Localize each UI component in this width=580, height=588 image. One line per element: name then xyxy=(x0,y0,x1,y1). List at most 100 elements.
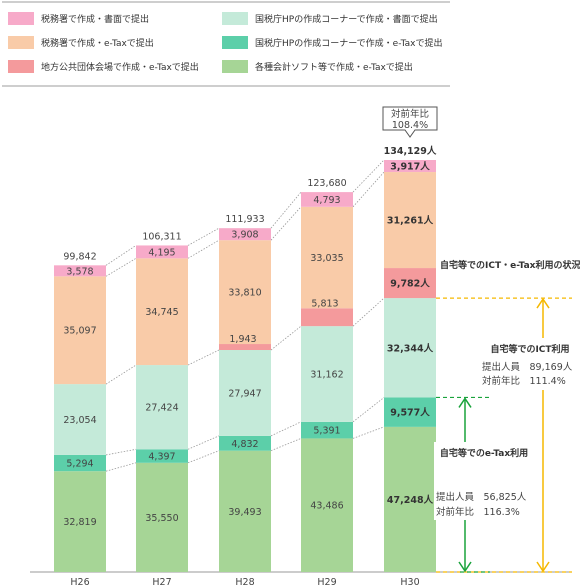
bar-segment xyxy=(301,192,353,207)
bar-segment xyxy=(384,397,436,427)
connector-line xyxy=(270,421,302,437)
bar-segment xyxy=(54,471,106,572)
bar-segment xyxy=(301,308,353,327)
connector-line xyxy=(352,171,385,208)
value-label: 33,810 xyxy=(228,288,261,299)
connector-line xyxy=(187,435,220,450)
total-label: 123,680 xyxy=(307,178,346,189)
value-label: 31,261人 xyxy=(387,215,434,227)
bar-segment xyxy=(384,160,436,173)
legend-label: 地方公共団体会場で作成・e-Taxで提出 xyxy=(41,61,199,73)
etax-count: 提出人員 56,825人 xyxy=(436,491,527,503)
value-label: 39,493 xyxy=(228,507,261,518)
value-label: 9,577人 xyxy=(390,407,430,419)
legend-label: 国税庁HPの作成コーナーで作成・e-Taxで提出 xyxy=(255,37,442,49)
value-label: 35,097 xyxy=(63,326,96,337)
legend-label: 税務署で作成・書面で提出 xyxy=(41,13,149,25)
x-tick-label: H26 xyxy=(70,577,89,588)
legend-swatch xyxy=(8,12,34,25)
value-label: 5,391 xyxy=(313,426,340,437)
bar-segment xyxy=(384,298,436,398)
value-label: 3,578 xyxy=(66,266,93,277)
connector-line xyxy=(352,397,385,423)
ict-arrow-down xyxy=(536,561,550,573)
bar-segment xyxy=(384,426,436,572)
etax-title: 自宅等でのe-Tax利用 xyxy=(440,447,528,459)
value-label: 47,248人 xyxy=(387,494,434,506)
value-label: 4,832 xyxy=(231,439,258,450)
etax-ratio: 対前年比 116.3% xyxy=(436,506,520,518)
etax-arrow-down xyxy=(458,561,472,573)
connector-line xyxy=(105,257,137,277)
ict-text-bg xyxy=(480,338,576,390)
bar-segment xyxy=(301,438,353,572)
value-label: 31,162 xyxy=(310,370,343,381)
bar-segment xyxy=(219,344,271,351)
legend-label: 各種会計ソフト等で作成・e-Taxで提出 xyxy=(255,61,413,73)
value-label: 27,424 xyxy=(145,403,178,414)
value-label: 1,943 xyxy=(229,334,256,345)
bar-segment xyxy=(301,326,353,422)
legend-label: 税務署で作成・e-Taxで提出 xyxy=(41,37,154,49)
value-label: 23,054 xyxy=(63,415,96,426)
connector-line xyxy=(187,349,220,366)
connector-line xyxy=(105,462,137,472)
callout-line1: 対前年比 xyxy=(391,108,429,120)
ict-arrow-up xyxy=(536,297,550,309)
connector-line xyxy=(105,245,137,266)
total-label: 111,933 xyxy=(225,214,264,225)
bar-segment xyxy=(219,228,271,241)
x-tick-label: H27 xyxy=(152,577,171,588)
value-label: 4,793 xyxy=(313,195,340,206)
legend: 税務署で作成・書面で提出 国税庁HPの作成コーナーで作成・書面で提出税務署で作成・… xyxy=(2,1,450,87)
legend-swatch xyxy=(8,60,34,73)
bar-segment xyxy=(54,265,106,277)
connector-line xyxy=(270,191,302,229)
bar-segment xyxy=(219,450,271,572)
value-label: 9,782人 xyxy=(390,278,430,290)
bar-segment xyxy=(384,268,436,299)
bar-segment xyxy=(136,365,188,450)
legend-swatch xyxy=(222,12,248,25)
ict-count: 提出人員 89,169人 xyxy=(482,361,573,373)
value-label: 5,813 xyxy=(311,298,338,309)
value-label: 27,947 xyxy=(228,388,261,399)
bars xyxy=(30,160,570,573)
bar-segment xyxy=(301,421,353,439)
legend-swatch xyxy=(222,60,248,73)
x-tick-label: H30 xyxy=(400,577,419,588)
connector-line xyxy=(270,325,302,351)
legend-swatch xyxy=(8,36,34,49)
connector-lines xyxy=(105,159,385,472)
value-label: 32,819 xyxy=(63,517,96,528)
value-label: 3,908 xyxy=(231,230,258,241)
value-labels: H26 32,819 5,294 23,054 35,097 3,578 99,842 H27… xyxy=(63,145,437,588)
connector-line xyxy=(187,239,220,259)
ict-title: 自宅等でのICT利用 xyxy=(490,343,569,355)
x-tick-label: H28 xyxy=(235,577,254,588)
connector-line xyxy=(270,438,302,452)
value-label: 4,397 xyxy=(148,452,175,463)
callout-box xyxy=(382,106,438,138)
value-label: 32,344人 xyxy=(387,342,434,354)
bar-segment xyxy=(136,245,188,259)
side-title: 自宅等でのICT・e-Tax利用の状況 xyxy=(440,259,580,271)
x-tick-label: H29 xyxy=(317,577,336,588)
connector-line xyxy=(105,364,137,385)
connector-line xyxy=(105,448,137,456)
bar-segment xyxy=(136,462,188,572)
bar-segment xyxy=(384,172,436,269)
total-label: 134,129人 xyxy=(384,145,437,157)
legend-swatch xyxy=(222,36,248,49)
value-label: 35,550 xyxy=(145,513,178,524)
bar-segment xyxy=(136,258,188,366)
value-label: 33,035 xyxy=(310,253,343,264)
etax-arrow-up xyxy=(458,397,472,408)
bar-segment xyxy=(301,206,353,309)
bar-segment xyxy=(219,240,271,345)
connector-line xyxy=(352,297,385,327)
value-label: 43,486 xyxy=(310,501,343,512)
